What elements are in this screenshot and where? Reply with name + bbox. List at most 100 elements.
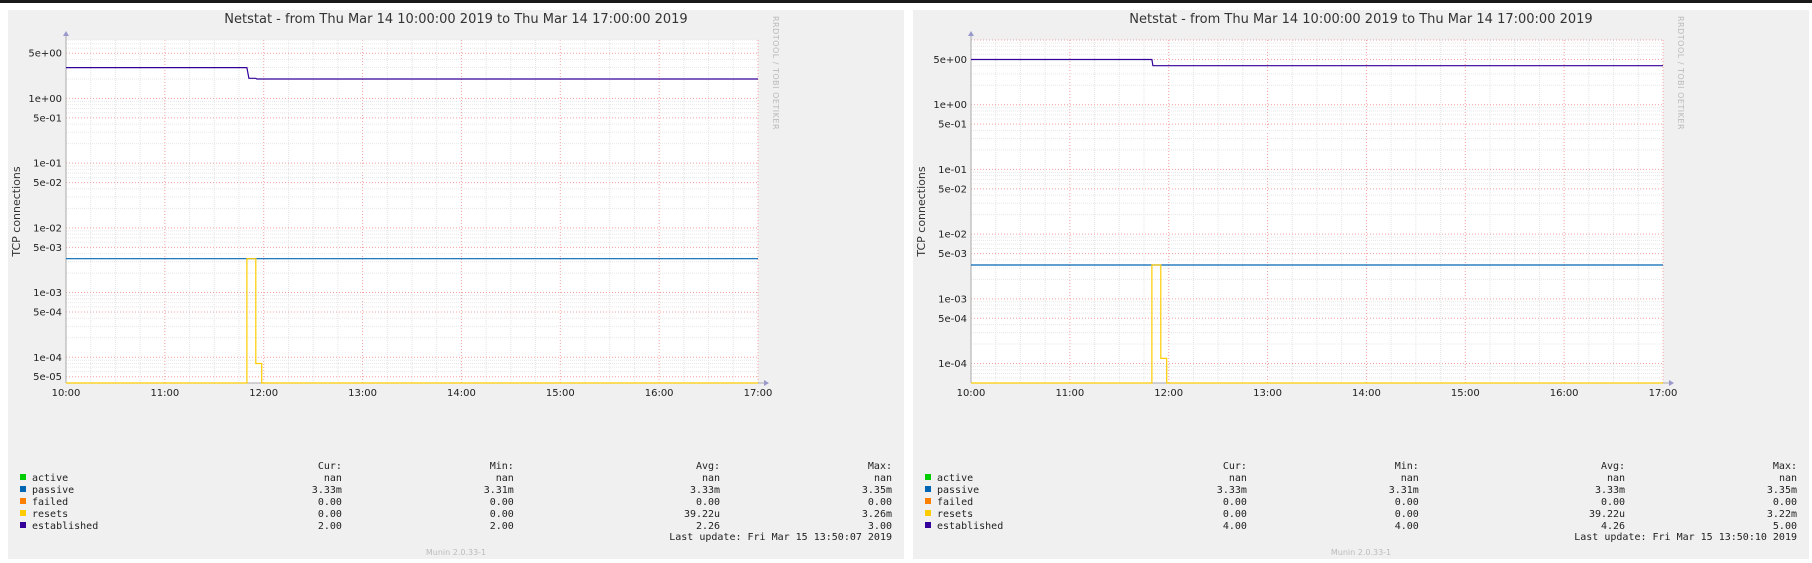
- legend-value-max: 3.35m: [861, 485, 892, 496]
- y-axis-label: TCP connections: [10, 166, 23, 257]
- legend-value-avg: 3.33m: [1594, 485, 1626, 496]
- y-tick-label: 5e-03: [33, 243, 62, 254]
- legend-value-cur: 0.00: [1222, 509, 1247, 520]
- legend-row-active: active nan nan nan nan: [20, 473, 892, 485]
- legend-row-resets: resets 0.00 0.00 39.22u 3.22m: [925, 509, 1797, 521]
- plot-area: [971, 40, 1663, 383]
- legend-series-name: established: [925, 521, 1075, 533]
- x-tick-label: 14:00: [1352, 388, 1381, 399]
- x-tick-label: 14:00: [447, 388, 476, 399]
- legend-series-name: failed: [925, 497, 1075, 509]
- legend-swatch: [20, 522, 26, 528]
- series-line-established: [66, 66, 758, 80]
- legend-value-max: 3.35m: [1766, 485, 1797, 496]
- legend-value-avg: 2.26: [695, 521, 721, 532]
- legend-header-cur: Cur:: [1222, 461, 1247, 472]
- legend-header-min: Min:: [1394, 461, 1419, 472]
- legend-swatch: [20, 474, 26, 480]
- legend-table-2: Cur: Min: Avg: Max: active nan nan nan nan passiv…: [925, 461, 1797, 533]
- x-tick-label: 10:00: [957, 388, 986, 399]
- legend-header-blank: [925, 461, 1075, 473]
- y-tick-label: 1e-02: [33, 223, 62, 234]
- legend-value-min: 4.00: [1394, 521, 1419, 532]
- legend-swatch: [20, 486, 26, 492]
- legend-swatch: [925, 474, 931, 480]
- legend-value-cur: 0.00: [317, 497, 342, 508]
- legend-header-row: Cur: Min: Avg: Max:: [20, 461, 892, 473]
- y-tick-label: 5e-04: [33, 308, 62, 319]
- legend-header-row: Cur: Min: Avg: Max:: [925, 461, 1797, 473]
- legend-label: failed: [32, 497, 69, 508]
- legend-label: active: [937, 473, 974, 484]
- y-tick-label: 5e-04: [938, 314, 967, 325]
- legend-series-name: established: [20, 521, 170, 533]
- x-tick-label: 12:00: [249, 388, 278, 399]
- legend-value-avg: 39.22u: [1588, 509, 1626, 520]
- legend-swatch: [925, 498, 931, 504]
- legend-series-name: resets: [925, 509, 1075, 521]
- legend-row-passive: passive 3.33m 3.31m 3.33m 3.35m: [20, 485, 892, 497]
- x-tick-label: 12:00: [1154, 388, 1183, 399]
- chart-title: Netstat - from Thu Mar 14 10:00:00 2019 …: [224, 12, 687, 27]
- legend-value-avg: 4.26: [1600, 521, 1626, 532]
- last-update: Last update: Fri Mar 15 13:50:07 2019: [669, 532, 892, 543]
- legend-value-cur: 0.00: [1222, 497, 1247, 508]
- y-tick-label: 1e-01: [938, 165, 967, 176]
- legend-swatch: [925, 510, 931, 516]
- series-line-resets: [971, 264, 1663, 384]
- legend-value-max: 0.00: [1772, 497, 1797, 508]
- y-tick-label: 1e-03: [33, 288, 62, 299]
- legend-row-active: active nan nan nan nan: [925, 473, 1797, 485]
- legend-value-min: 0.00: [489, 509, 514, 520]
- legend-value-cur: nan: [323, 473, 342, 484]
- legend-value-cur: 0.00: [317, 509, 342, 520]
- legend-value-avg: nan: [702, 473, 721, 484]
- x-tick-label: 17:00: [744, 388, 773, 399]
- legend-header-max: Max:: [1772, 461, 1797, 472]
- plot-area: [66, 40, 758, 383]
- netstat-chart-2: Netstat - from Thu Mar 14 10:00:00 2019 …: [915, 12, 1685, 399]
- y-tick-label: 1e-04: [938, 359, 967, 370]
- y-tick-label: 1e-02: [938, 230, 967, 241]
- legend-swatch: [20, 498, 26, 504]
- x-tick-label: 17:00: [1649, 388, 1678, 399]
- legend-value-max: 3.26m: [861, 509, 892, 520]
- legend-value-min: 0.00: [1394, 497, 1419, 508]
- legend-swatch: [925, 522, 931, 528]
- legend-series-name: active: [20, 473, 170, 485]
- y-tick-label: 1e-01: [33, 159, 62, 170]
- legend-label: resets: [937, 509, 974, 520]
- legend-value-cur: nan: [1228, 473, 1247, 484]
- legend-row-failed: failed 0.00 0.00 0.00 0.00: [925, 497, 1797, 509]
- legend-value-min: 0.00: [1394, 509, 1419, 520]
- legend-label: passive: [32, 485, 75, 496]
- legend-label: failed: [937, 497, 974, 508]
- top-bar: [0, 0, 1812, 3]
- legend-value-cur: 3.33m: [311, 485, 342, 496]
- x-tick-label: 13:00: [348, 388, 377, 399]
- y-tick-label: 5e+00: [28, 49, 62, 60]
- legend-value-avg: 0.00: [1600, 497, 1626, 508]
- legend-value-cur: 3.33m: [1216, 485, 1247, 496]
- y-tick-label: 5e-05: [33, 372, 62, 383]
- y-axis-label: TCP connections: [915, 166, 928, 257]
- x-tick-label: 16:00: [1550, 388, 1579, 399]
- legend-value-max: 5.00: [1772, 521, 1797, 532]
- y-tick-label: 5e+00: [933, 55, 967, 66]
- legend-value-max: 3.22m: [1766, 509, 1797, 520]
- y-tick-label: 1e-04: [33, 353, 62, 364]
- legend-header-max: Max:: [867, 461, 892, 472]
- legend-header-avg: Avg:: [1600, 461, 1626, 472]
- legend-series-name: passive: [20, 485, 170, 497]
- legend-series-name: resets: [20, 509, 170, 521]
- y-axis-arrow: [968, 31, 974, 36]
- last-update: Last update: Fri Mar 15 13:50:10 2019: [1574, 532, 1797, 543]
- x-tick-label: 15:00: [546, 388, 575, 399]
- legend-header-min: Min:: [489, 461, 514, 472]
- legend-row-established: established 4.00 4.00 4.26 5.00: [925, 521, 1797, 533]
- legend-row-passive: passive 3.33m 3.31m 3.33m 3.35m: [925, 485, 1797, 497]
- chart-title: Netstat - from Thu Mar 14 10:00:00 2019 …: [1129, 12, 1592, 27]
- legend-swatch: [925, 486, 931, 492]
- legend-row-resets: resets 0.00 0.00 39.22u 3.26m: [20, 509, 892, 521]
- y-axis-arrow: [63, 31, 69, 36]
